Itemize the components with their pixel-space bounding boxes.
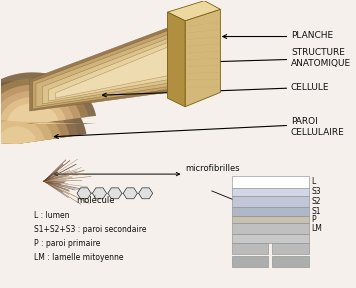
Text: P : paroi primaire: P : paroi primaire [35,239,101,248]
Text: S1+S2+S3 : paroi secondaire: S1+S2+S3 : paroi secondaire [35,225,147,234]
Polygon shape [167,12,185,107]
Polygon shape [0,111,53,144]
Bar [232,196,309,207]
Polygon shape [0,119,44,144]
Polygon shape [30,28,167,111]
Polygon shape [42,39,167,104]
Polygon shape [0,96,70,144]
Polygon shape [0,79,89,124]
Bar [232,223,309,234]
Bar [232,207,309,216]
Polygon shape [36,35,167,107]
Text: P: P [311,215,316,224]
Text: STRUCTURE
ANATOMIQUE: STRUCTURE ANATOMIQUE [291,48,351,68]
Polygon shape [0,91,73,124]
Text: LM : lamelle mitoyenne: LM : lamelle mitoyenne [35,253,124,262]
Polygon shape [0,72,96,124]
Bar [232,256,268,267]
Bar [232,216,309,223]
Polygon shape [167,1,220,21]
Bar [232,234,309,243]
Polygon shape [138,188,153,199]
Text: CELLULE: CELLULE [291,83,329,92]
Text: S2: S2 [311,197,321,206]
Bar [272,243,309,254]
Polygon shape [7,103,58,124]
Polygon shape [108,188,122,199]
Polygon shape [0,97,66,124]
Text: LM: LM [311,224,322,233]
Bar [232,175,309,187]
Text: PAROI
CELLULAIRE: PAROI CELLULAIRE [291,117,345,137]
Text: L : lumen: L : lumen [35,211,70,220]
Polygon shape [0,104,61,144]
Polygon shape [0,126,36,144]
Bar [232,187,309,196]
Text: molécule: molécule [76,196,115,204]
Polygon shape [77,188,91,199]
Text: PLANCHE: PLANCHE [291,31,333,40]
Text: S1: S1 [311,207,321,216]
Polygon shape [0,81,87,144]
Text: L: L [311,177,315,186]
Polygon shape [0,88,78,144]
Text: microfibrilles: microfibrilles [185,164,240,173]
Bar [272,256,309,267]
Polygon shape [123,188,137,199]
Bar [232,243,268,254]
Polygon shape [185,9,220,107]
Text: S3: S3 [311,187,321,196]
Polygon shape [55,47,167,98]
Polygon shape [33,31,167,109]
Polygon shape [93,188,106,199]
Polygon shape [0,85,81,124]
Polygon shape [49,43,167,101]
